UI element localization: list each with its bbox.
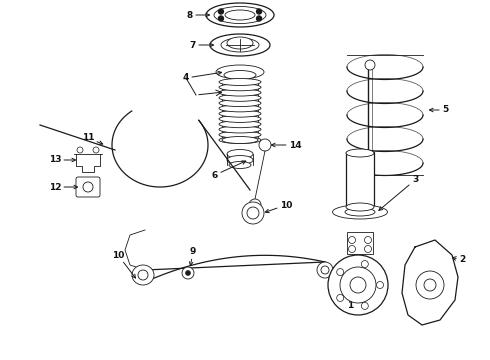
Ellipse shape xyxy=(132,265,154,285)
Circle shape xyxy=(259,139,271,151)
Ellipse shape xyxy=(345,208,375,216)
Ellipse shape xyxy=(346,203,374,211)
Ellipse shape xyxy=(182,267,194,279)
Ellipse shape xyxy=(186,270,191,275)
FancyBboxPatch shape xyxy=(76,177,100,197)
Circle shape xyxy=(249,199,261,211)
Circle shape xyxy=(361,302,368,310)
Circle shape xyxy=(328,255,388,315)
Ellipse shape xyxy=(210,34,270,56)
Ellipse shape xyxy=(242,202,264,224)
Ellipse shape xyxy=(219,131,261,138)
Ellipse shape xyxy=(219,126,261,133)
Circle shape xyxy=(340,267,376,303)
Text: 14: 14 xyxy=(271,140,301,149)
Ellipse shape xyxy=(219,89,261,96)
Text: 4: 4 xyxy=(183,71,221,82)
Ellipse shape xyxy=(83,182,93,192)
Circle shape xyxy=(337,294,343,301)
Ellipse shape xyxy=(247,207,259,219)
Circle shape xyxy=(93,147,99,153)
Circle shape xyxy=(219,16,223,21)
Circle shape xyxy=(348,237,356,243)
Ellipse shape xyxy=(224,71,256,80)
Ellipse shape xyxy=(219,94,261,101)
Circle shape xyxy=(376,282,384,288)
Ellipse shape xyxy=(219,100,261,107)
Text: 5: 5 xyxy=(429,105,448,114)
Circle shape xyxy=(257,9,262,14)
Circle shape xyxy=(337,269,343,275)
Ellipse shape xyxy=(138,270,148,280)
Text: 13: 13 xyxy=(49,156,75,165)
Text: 3: 3 xyxy=(379,175,418,210)
Text: 10: 10 xyxy=(112,251,136,278)
Ellipse shape xyxy=(216,65,264,79)
Circle shape xyxy=(365,246,371,252)
Ellipse shape xyxy=(219,116,261,122)
Circle shape xyxy=(416,271,444,299)
Ellipse shape xyxy=(222,136,258,144)
Text: 7: 7 xyxy=(190,40,214,49)
Ellipse shape xyxy=(219,105,261,112)
Circle shape xyxy=(365,60,375,70)
Circle shape xyxy=(219,9,223,14)
Ellipse shape xyxy=(225,10,255,20)
Circle shape xyxy=(348,246,356,252)
Ellipse shape xyxy=(229,162,251,168)
Ellipse shape xyxy=(219,84,261,91)
Ellipse shape xyxy=(214,6,266,23)
Circle shape xyxy=(321,266,329,274)
Text: 11: 11 xyxy=(82,134,103,144)
Circle shape xyxy=(317,262,333,278)
Ellipse shape xyxy=(333,205,388,219)
Circle shape xyxy=(361,261,368,267)
Ellipse shape xyxy=(206,3,274,27)
Ellipse shape xyxy=(227,149,253,158)
Text: 9: 9 xyxy=(189,248,196,266)
Circle shape xyxy=(365,237,371,243)
Text: 10: 10 xyxy=(266,201,292,213)
Circle shape xyxy=(424,279,436,291)
Ellipse shape xyxy=(219,78,261,85)
Ellipse shape xyxy=(221,38,259,52)
FancyBboxPatch shape xyxy=(347,232,373,254)
Circle shape xyxy=(77,147,83,153)
Ellipse shape xyxy=(227,37,253,49)
Ellipse shape xyxy=(219,110,261,117)
Ellipse shape xyxy=(227,156,253,165)
Text: 2: 2 xyxy=(452,256,465,265)
Text: 6: 6 xyxy=(212,161,246,180)
Circle shape xyxy=(257,16,262,21)
Text: 1: 1 xyxy=(347,270,353,310)
FancyBboxPatch shape xyxy=(346,152,374,207)
Ellipse shape xyxy=(346,149,374,157)
Text: 12: 12 xyxy=(49,183,77,192)
Text: 8: 8 xyxy=(187,10,210,19)
Ellipse shape xyxy=(219,136,261,144)
Circle shape xyxy=(350,277,366,293)
Ellipse shape xyxy=(219,121,261,128)
